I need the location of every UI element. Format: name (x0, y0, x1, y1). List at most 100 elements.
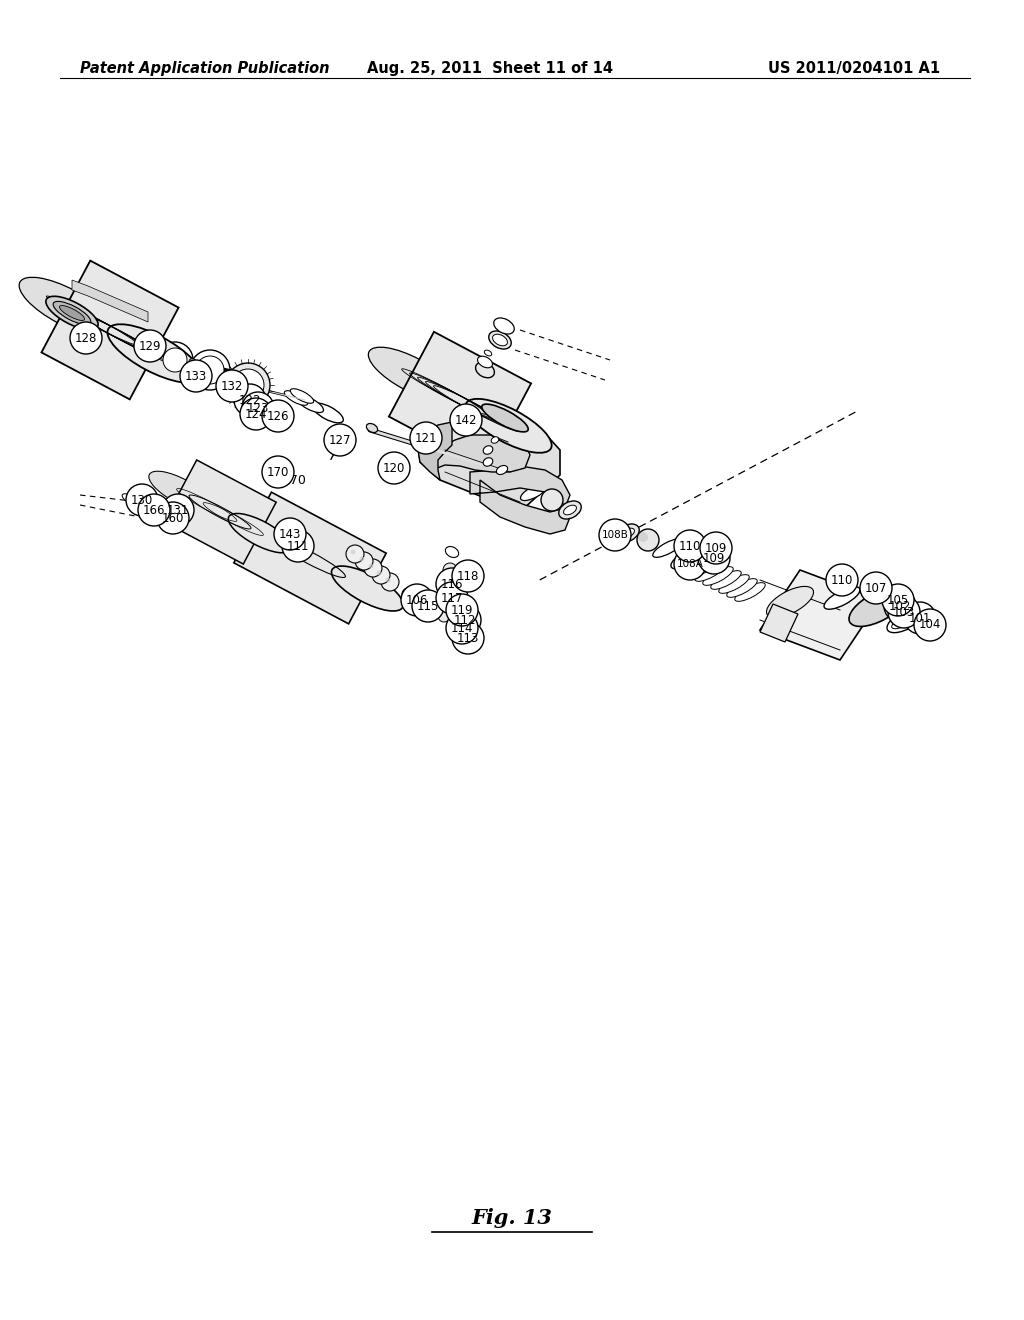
Circle shape (410, 422, 442, 454)
Circle shape (410, 594, 422, 606)
Ellipse shape (541, 488, 563, 511)
Ellipse shape (190, 350, 230, 389)
Ellipse shape (475, 362, 495, 378)
Ellipse shape (297, 396, 324, 413)
Text: 126: 126 (266, 409, 289, 422)
Ellipse shape (226, 363, 270, 407)
Ellipse shape (196, 356, 224, 384)
Ellipse shape (350, 549, 355, 554)
Text: 108A: 108A (677, 558, 703, 569)
Text: 110: 110 (830, 573, 853, 586)
Text: 123: 123 (247, 401, 269, 414)
Ellipse shape (162, 513, 174, 525)
Circle shape (138, 494, 170, 525)
Text: 116: 116 (440, 578, 463, 590)
Ellipse shape (445, 546, 459, 557)
Circle shape (436, 568, 468, 601)
Circle shape (378, 451, 410, 484)
Ellipse shape (163, 348, 187, 372)
Circle shape (162, 494, 194, 525)
Text: 129: 129 (138, 339, 161, 352)
Ellipse shape (369, 564, 374, 569)
Circle shape (698, 543, 730, 574)
Ellipse shape (369, 347, 455, 401)
Ellipse shape (735, 582, 765, 602)
Ellipse shape (217, 506, 289, 550)
Ellipse shape (727, 578, 757, 598)
Circle shape (674, 531, 706, 562)
Text: 117: 117 (440, 591, 463, 605)
Circle shape (234, 384, 266, 416)
Circle shape (438, 610, 450, 622)
Polygon shape (41, 260, 178, 400)
Polygon shape (420, 436, 530, 473)
Ellipse shape (134, 498, 162, 515)
Text: 103: 103 (893, 606, 915, 619)
Circle shape (452, 622, 484, 653)
Text: 132: 132 (221, 380, 243, 392)
Ellipse shape (377, 570, 382, 576)
Ellipse shape (484, 350, 492, 356)
Text: 112: 112 (454, 614, 476, 627)
Text: 121: 121 (415, 432, 437, 445)
Circle shape (450, 404, 482, 436)
Ellipse shape (19, 277, 113, 335)
Circle shape (430, 605, 442, 616)
Circle shape (216, 370, 248, 403)
Text: 120: 120 (383, 462, 406, 474)
Ellipse shape (385, 578, 390, 582)
Ellipse shape (497, 466, 508, 474)
Text: 104: 104 (919, 619, 941, 631)
Text: 160: 160 (162, 511, 184, 524)
Text: 110: 110 (679, 540, 701, 553)
Circle shape (446, 594, 478, 626)
Ellipse shape (702, 566, 733, 585)
Text: 170: 170 (283, 474, 307, 487)
Circle shape (401, 583, 433, 616)
Text: 142: 142 (455, 413, 477, 426)
Text: 109: 109 (702, 552, 725, 565)
Text: 113: 113 (457, 631, 479, 644)
Ellipse shape (559, 502, 582, 519)
Circle shape (240, 399, 272, 430)
Text: 111: 111 (287, 540, 309, 553)
Polygon shape (760, 570, 880, 660)
Circle shape (884, 590, 916, 622)
Circle shape (826, 564, 858, 597)
Circle shape (324, 424, 356, 455)
Ellipse shape (141, 502, 155, 515)
Circle shape (417, 601, 429, 612)
Text: 105: 105 (887, 594, 909, 606)
Polygon shape (164, 459, 276, 564)
Polygon shape (418, 414, 560, 512)
Text: 130: 130 (131, 494, 154, 507)
Ellipse shape (158, 510, 178, 531)
Ellipse shape (483, 458, 493, 466)
Ellipse shape (520, 483, 548, 500)
Text: 119: 119 (451, 603, 473, 616)
Ellipse shape (481, 404, 528, 432)
Ellipse shape (824, 587, 860, 610)
Text: 107: 107 (865, 582, 887, 594)
Circle shape (372, 566, 390, 583)
Text: 102: 102 (889, 599, 911, 612)
Ellipse shape (687, 558, 717, 577)
Ellipse shape (228, 513, 291, 553)
Circle shape (860, 572, 892, 605)
Text: 170: 170 (267, 466, 289, 479)
Polygon shape (389, 331, 531, 469)
Text: 108B: 108B (601, 531, 629, 540)
Circle shape (274, 517, 306, 550)
Text: 133: 133 (185, 370, 207, 383)
Polygon shape (470, 466, 570, 535)
Circle shape (282, 531, 314, 562)
Ellipse shape (148, 471, 212, 511)
Ellipse shape (671, 548, 706, 569)
Ellipse shape (466, 399, 552, 453)
Ellipse shape (367, 424, 378, 433)
Ellipse shape (122, 494, 142, 507)
Text: 128: 128 (75, 331, 97, 345)
Ellipse shape (488, 331, 511, 348)
Ellipse shape (312, 403, 343, 422)
Circle shape (914, 609, 946, 642)
